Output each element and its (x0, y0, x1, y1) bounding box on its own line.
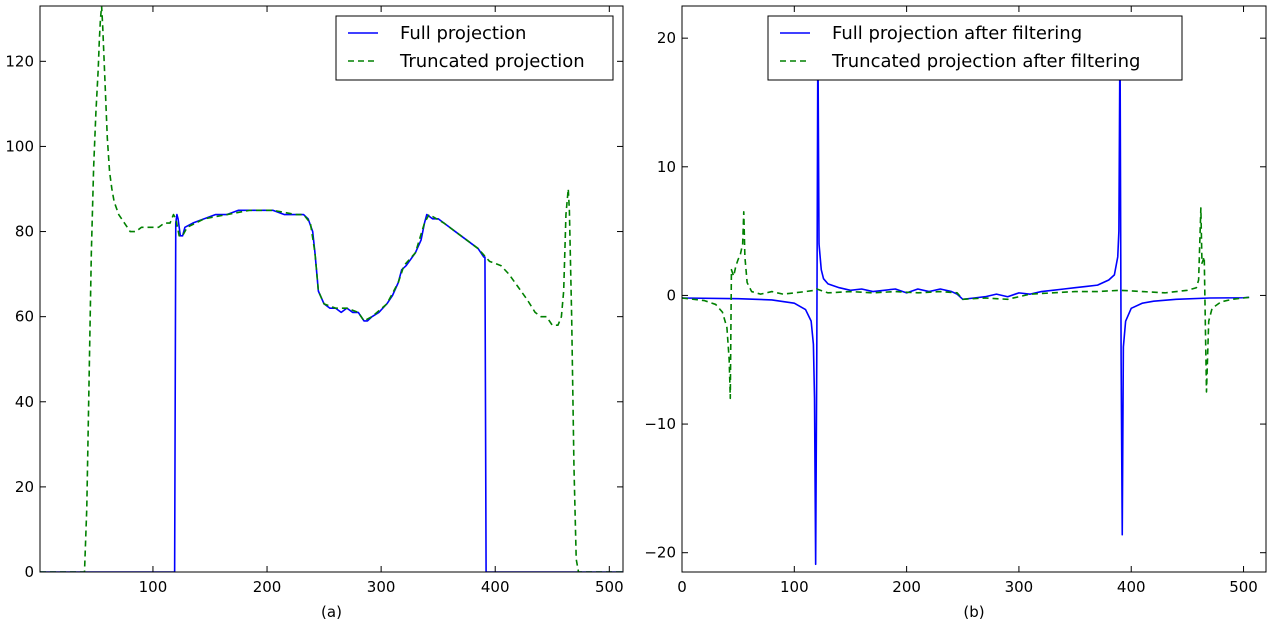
x-tick-label: 0 (677, 578, 687, 596)
y-tick-label: −10 (644, 415, 676, 433)
y-tick-label: 20 (15, 478, 34, 496)
y-tick-label: 10 (657, 158, 676, 176)
x-tick-label: 200 (892, 578, 921, 596)
y-tick-label: 60 (15, 308, 34, 326)
y-tick-label: 0 (666, 286, 676, 304)
legend: Full projection Truncated projection (335, 15, 614, 81)
x-tick-label: 500 (595, 578, 624, 596)
series-line-2 (682, 207, 1250, 400)
series-line-2 (40, 6, 623, 572)
legend-label: Truncated projection (399, 51, 585, 72)
x-tick-label: 100 (780, 578, 809, 596)
chart-panel-a: 100 200 300 400 500 0 20 40 60 80 100 120 (a) Full pr… (5, 5, 624, 621)
y-tick-label: 80 (15, 223, 34, 241)
x-tick-label: 200 (253, 578, 282, 596)
x-tick-label: 300 (1005, 578, 1034, 596)
plot-area-frame (681, 5, 1267, 573)
plot-area-frame (39, 5, 624, 573)
x-tick-label: 500 (1229, 578, 1258, 596)
y-tick-label: 20 (657, 29, 676, 47)
y-tick-label: −20 (644, 544, 676, 562)
x-tick-label: 300 (367, 578, 396, 596)
x-tick-label: 400 (481, 578, 510, 596)
x-axis-label: (b) (963, 603, 984, 621)
x-tick-label: 100 (139, 578, 168, 596)
y-tick-label: 100 (5, 137, 34, 155)
legend-box (767, 15, 1183, 81)
legend: Full projection after filtering Truncated… (767, 15, 1183, 81)
legend-label: Full projection after filtering (832, 23, 1082, 44)
x-tick-label: 400 (1117, 578, 1146, 596)
y-tick-label: 120 (5, 52, 34, 70)
legend-box (335, 15, 614, 81)
legend-label: Full projection (400, 23, 526, 44)
y-tick-label: 0 (24, 563, 34, 581)
chart-panel-b: 0 100 200 300 400 500 −20 −10 0 10 20 (b) Full proje… (644, 5, 1267, 621)
x-axis-label: (a) (321, 603, 342, 621)
y-tick-label: 40 (15, 393, 34, 411)
legend-label: Truncated projection after filtering (831, 51, 1140, 72)
